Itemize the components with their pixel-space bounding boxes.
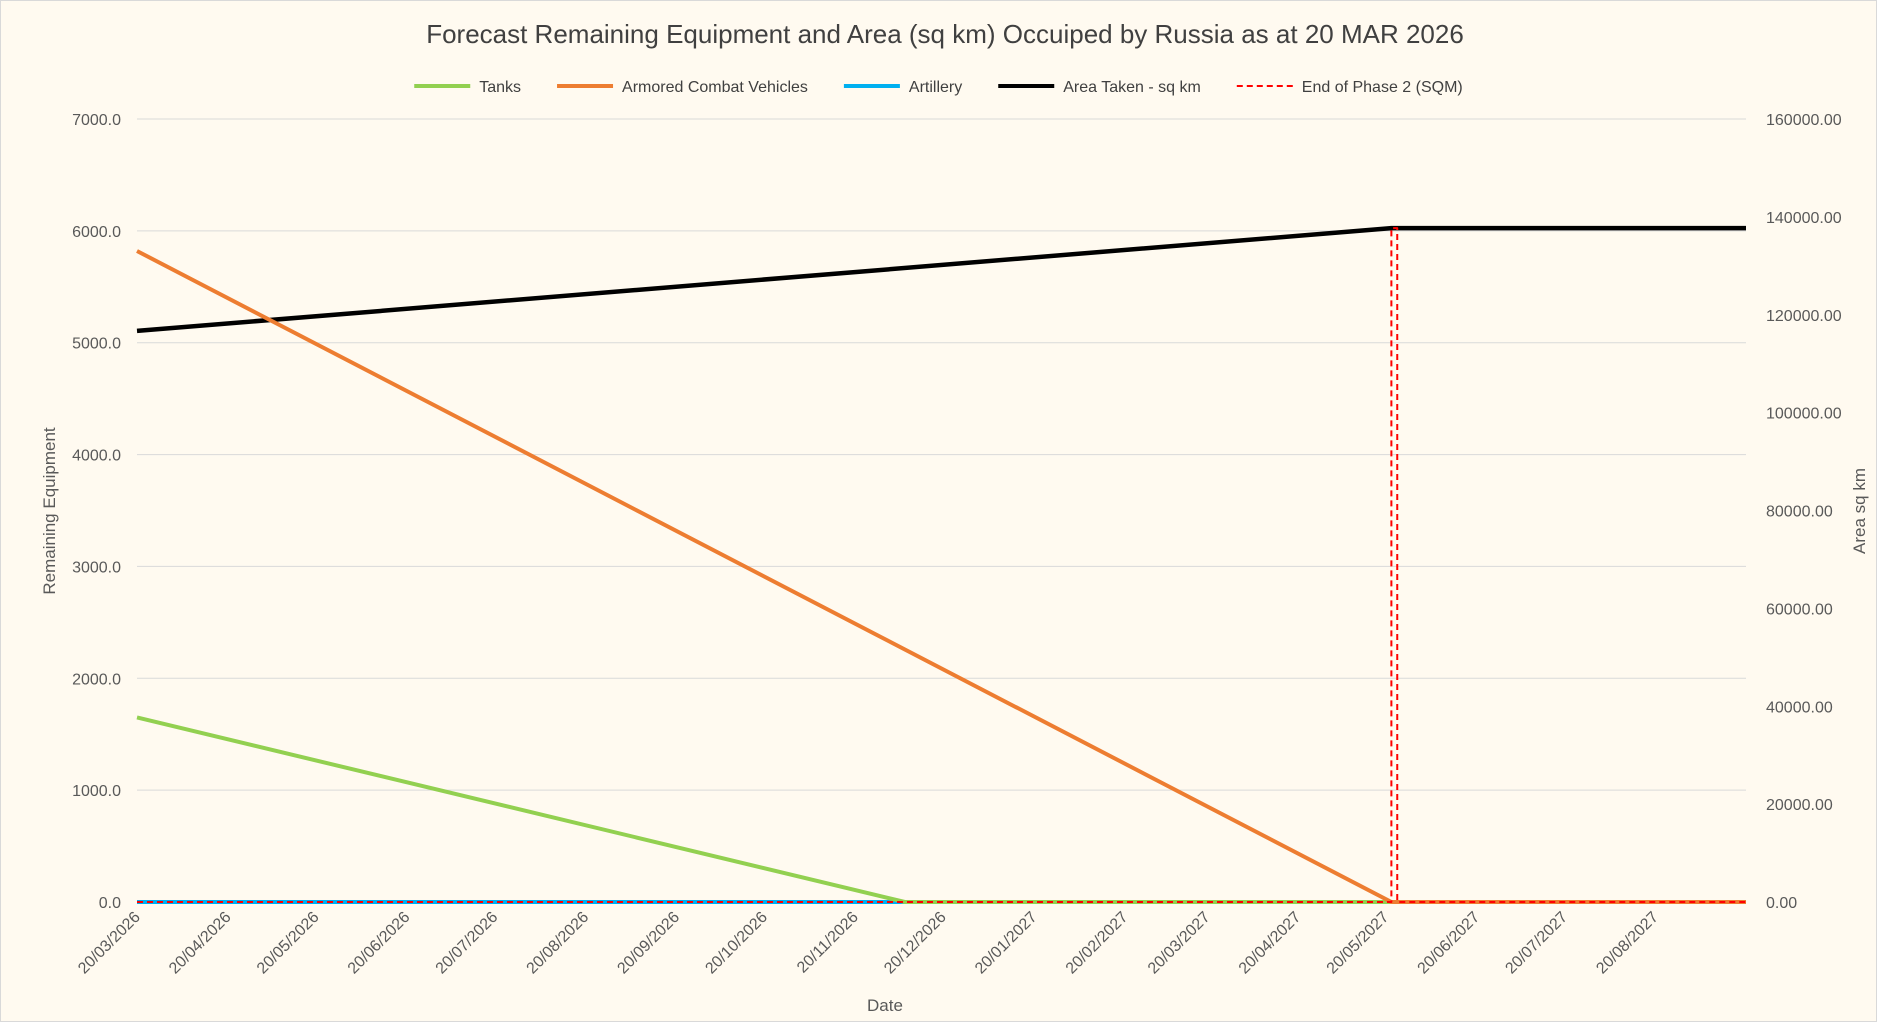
y2-tick-label: 80000.00 [1766,504,1833,521]
x-axis: 20/03/2026 20/04/2026 20/05/2026 20/06/2026… [75,909,1662,978]
x-tick-label: 20/11/2026 [794,909,862,977]
legend-item-label: Artillery [909,79,962,96]
x-tick-label: 20/02/2027 [1063,909,1132,978]
legend-item-label: End of Phase 2 (SQM) [1302,79,1463,96]
gridlines [137,118,1746,903]
y-tick-label: 1000.0 [72,783,121,800]
x-tick-label: 20/07/2027 [1502,909,1571,978]
y-tick-label: 7000.0 [72,112,121,129]
x-tick-label: 20/05/2027 [1324,909,1393,978]
y2-tick-label: 20000.00 [1766,797,1833,814]
series-layer [136,225,1746,904]
x-tick-label: 20/08/2026 [524,909,593,978]
y2-tick-label: 140000.00 [1766,210,1842,227]
y2-tick-label: 0.00 [1766,895,1797,912]
y-tick-label: 4000.0 [72,448,121,465]
y-tick-label: 6000.0 [72,224,121,241]
y-tick-label: 5000.0 [72,336,121,353]
y2-tick-label: 40000.00 [1766,699,1833,716]
y-axis-right-title: Area sq km [1850,468,1869,554]
x-tick-label: 20/12/2026 [881,909,950,978]
y-axis-left: 0.0 1000.0 2000.0 3000.0 4000.0 5000.0 6000.0 7… [72,112,121,912]
chart-title: Forecast Remaining Equipment and Area (s… [426,19,1464,49]
legend: Tanks Armored Combat Vehicles Artillery Are… [414,79,1463,96]
y2-tick-label: 100000.00 [1766,406,1842,423]
x-tick-label: 20/03/2026 [75,909,144,978]
y-tick-label: 3000.0 [72,559,121,576]
x-tick-label: 20/07/2026 [433,909,502,978]
x-tick-label: 20/05/2026 [254,909,323,978]
y-tick-label: 0.0 [99,895,121,912]
x-tick-label: 20/01/2027 [972,909,1041,978]
y2-tick-label: 60000.00 [1766,601,1833,618]
x-axis-title: Date [867,996,903,1015]
y-axis-right: 0.00 20000.00 40000.00 60000.00 80000.00 1000… [1766,112,1842,912]
x-tick-label: 20/06/2027 [1415,909,1484,978]
x-tick-label: 20/04/2026 [166,909,235,978]
x-tick-label: 20/04/2027 [1236,909,1305,978]
y2-tick-label: 120000.00 [1766,308,1842,325]
legend-item-label: Area Taken - sq km [1063,79,1201,96]
x-tick-label: 20/10/2026 [702,909,771,978]
x-tick-label: 20/03/2027 [1145,909,1214,978]
series-line-tanks [136,715,1746,904]
y2-tick-label: 160000.00 [1766,112,1842,129]
legend-item-label: Tanks [479,79,521,96]
y-axis-left-title: Remaining Equipment [40,427,59,595]
series-line-area-taken-sq-km [136,225,1746,334]
x-tick-label: 20/09/2026 [614,909,683,978]
legend-item-label: Armored Combat Vehicles [622,79,808,96]
y-tick-label: 2000.0 [72,671,121,688]
x-tick-label: 20/06/2026 [345,909,414,978]
series-line-armored-combat-vehicles [136,249,1746,904]
series-line-end-of-phase-2-sqm [137,227,1746,903]
x-tick-label: 20/08/2027 [1593,909,1662,978]
